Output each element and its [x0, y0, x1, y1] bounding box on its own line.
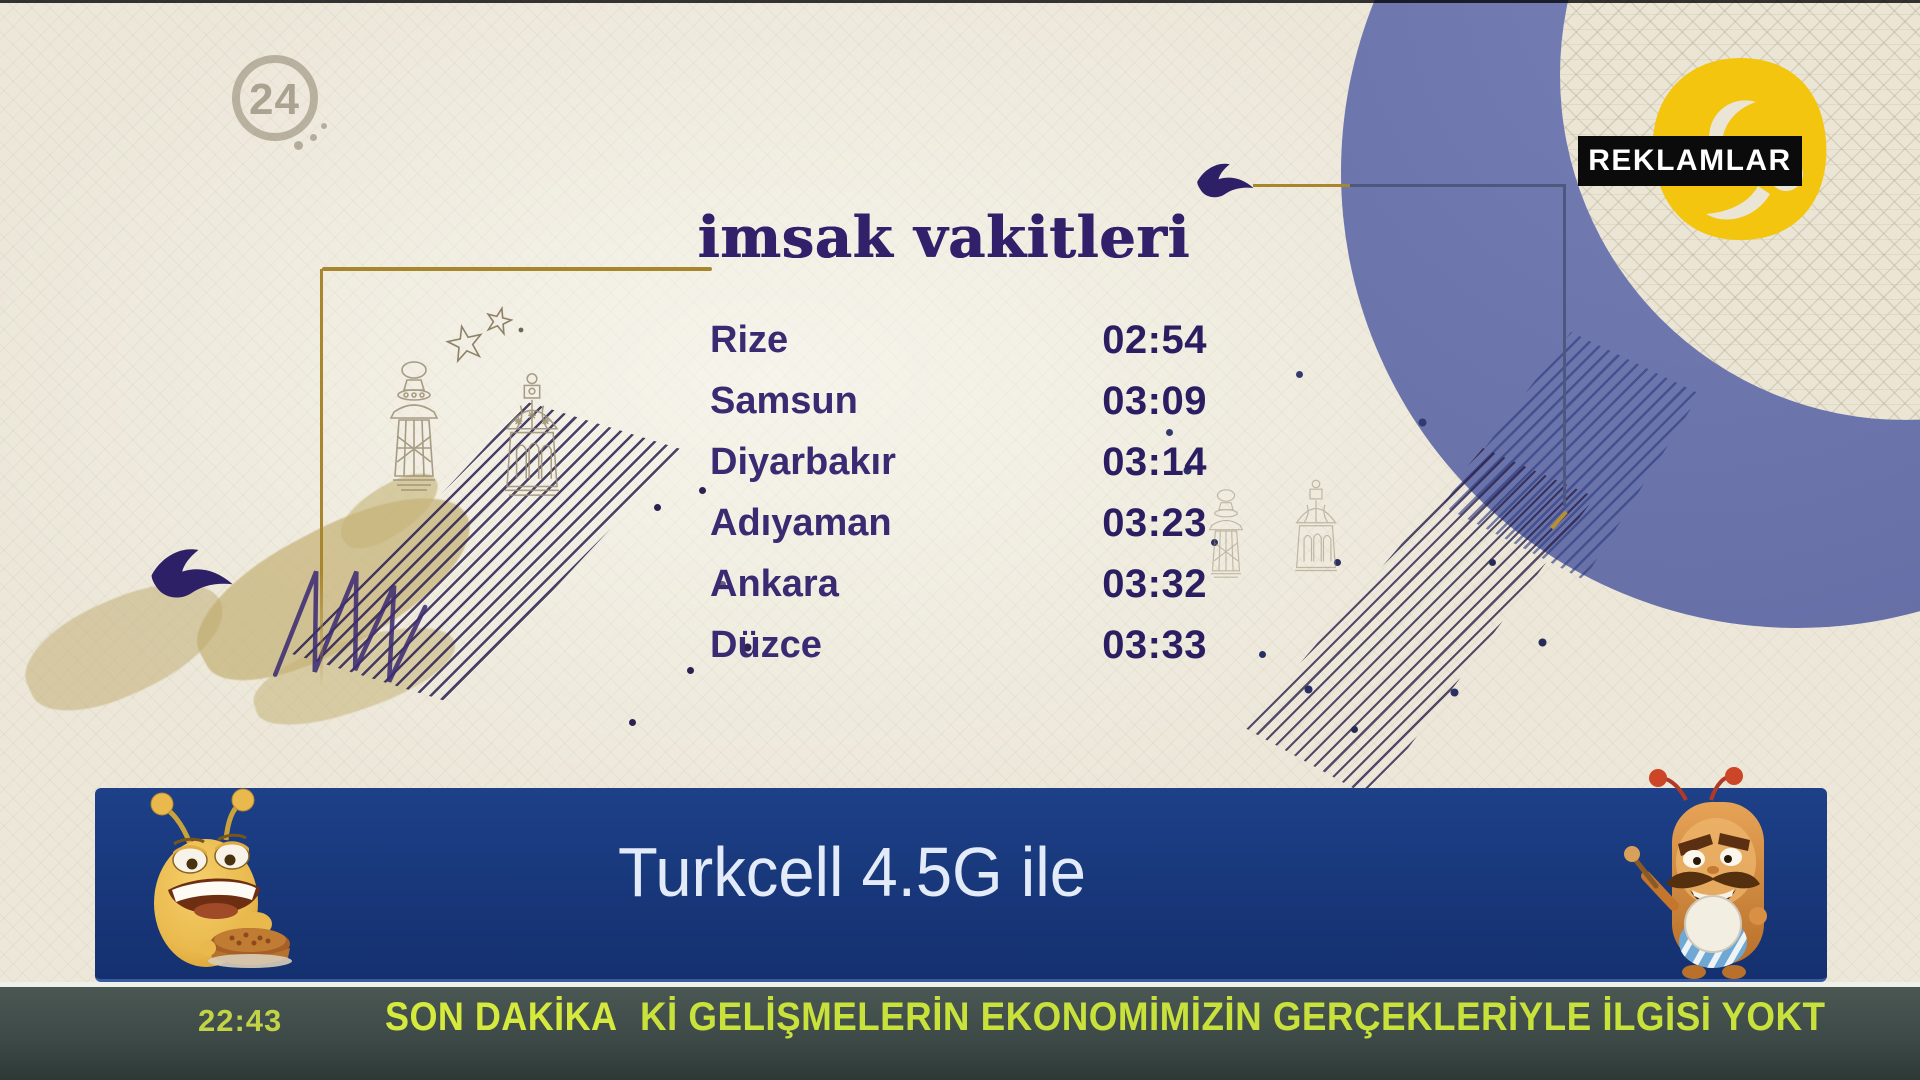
- time-value: 03:32: [1102, 562, 1207, 606]
- time-value: 03:09: [1102, 379, 1207, 423]
- table-row: Adıyaman 03:23: [710, 493, 1207, 554]
- time-value: 03:23: [1102, 501, 1207, 545]
- ticker-headline-wrap: Kİ GELİŞMELERİN EKONOMİMİZİN GERÇEKLERİY…: [640, 995, 1920, 1047]
- imsak-times-title: imsak vakitleri: [698, 204, 1191, 271]
- city-label: Samsun: [710, 380, 858, 422]
- gold-frame-line: [322, 267, 712, 271]
- news-ticker: 22:43 SON DAKİKA Kİ GELİŞMELERİN EKONOMİ…: [0, 982, 1920, 1080]
- gold-frame-line: [320, 269, 323, 689]
- ticker-clock: 22:43: [198, 1003, 283, 1038]
- channel-24-logo-dot: [321, 123, 327, 129]
- time-value: 03:33: [1102, 623, 1207, 667]
- channel-24-logo-number: 24: [249, 75, 300, 124]
- table-row: Samsun 03:09: [710, 371, 1207, 432]
- time-value: 02:54: [1102, 318, 1207, 362]
- table-row: Ankara 03:32: [710, 554, 1207, 615]
- lantern-sketch: [389, 361, 439, 491]
- bird-silhouette: [151, 549, 233, 598]
- reklamlar-badge-label: REKLAMLAR: [1588, 144, 1792, 177]
- channel-24-logo-ring: [232, 55, 318, 141]
- city-label: Diyarbakır: [710, 441, 896, 483]
- lantern-sketch: [1208, 489, 1244, 578]
- city-label: Rize: [710, 319, 789, 361]
- lantern-sketch: [1295, 479, 1337, 572]
- city-label: Adıyaman: [710, 502, 892, 544]
- speckle-dots: [628, 482, 633, 487]
- city-label: Düzce: [710, 624, 822, 666]
- table-row: Düzce 03:33: [710, 615, 1207, 676]
- lantern-sketch: [505, 373, 559, 496]
- time-value: 03:14: [1102, 440, 1207, 484]
- turkcell-mascot-dessert: [150, 788, 292, 968]
- bird-silhouette: [1197, 163, 1254, 198]
- table-row: Diyarbakır 03:14: [710, 432, 1207, 493]
- gold-frame-line: [1253, 184, 1353, 187]
- ticker-headline: Kİ GELİŞMELERİN EKONOMİMİZİN GERÇEKLERİY…: [640, 995, 1826, 1039]
- sponsor-banner-text: Turkcell 4.5G ile: [618, 833, 1086, 911]
- star-sketches: [445, 305, 524, 364]
- reklamlar-badge: REKLAMLAR: [1578, 136, 1802, 186]
- table-row: Rize 02:54: [710, 310, 1207, 371]
- channel-24-logo: 24: [232, 55, 362, 165]
- frame-line: [1563, 184, 1566, 506]
- city-label: Ankara: [710, 563, 839, 605]
- screen-top-edge: [0, 0, 1920, 3]
- sponsor-banner: Turkcell 4.5G ile: [95, 788, 1827, 982]
- frame-line: [1350, 184, 1566, 187]
- channel-24-logo-dot: [294, 141, 303, 150]
- turkcell-mascot-drummer: [1624, 767, 1767, 979]
- imsak-times-table: Rize 02:54 Samsun 03:09 Diyarbakır 03:14…: [710, 310, 1207, 676]
- scribble-strokes: [272, 570, 428, 683]
- breaking-news-label: SON DAKİKA: [385, 995, 618, 1039]
- channel-24-logo-dot: [310, 134, 317, 141]
